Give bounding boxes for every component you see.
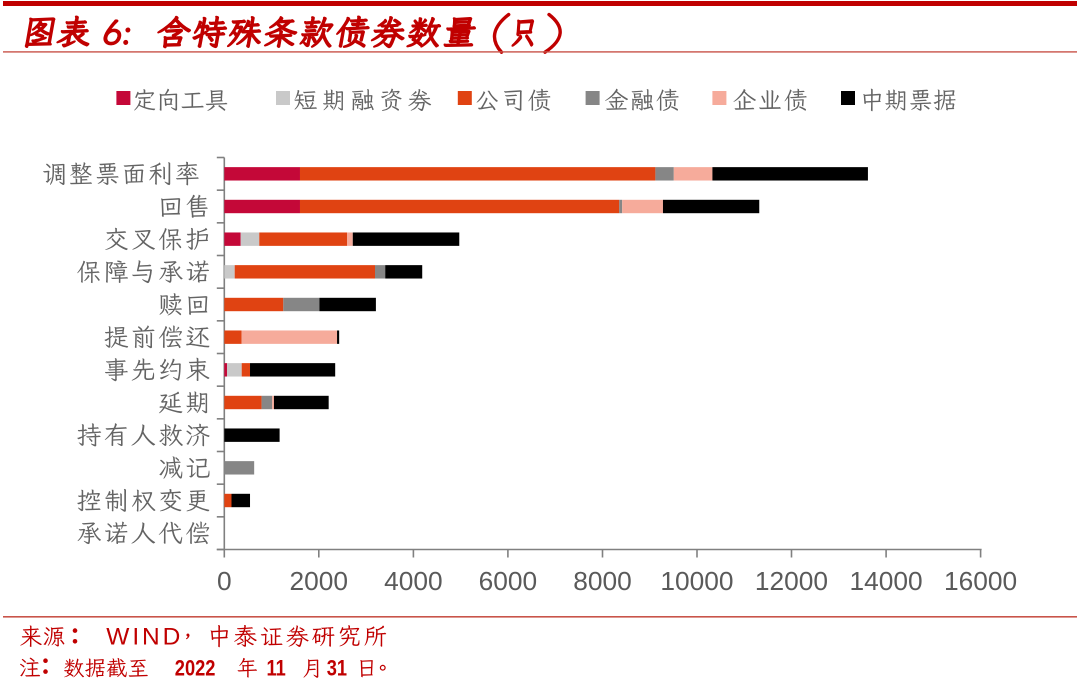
- svg-text:0: 0: [217, 566, 232, 596]
- svg-text:10000: 10000: [660, 566, 733, 596]
- svg-text:16000: 16000: [944, 566, 1017, 596]
- svg-text:4000: 4000: [384, 566, 443, 596]
- svg-text:8000: 8000: [573, 566, 632, 596]
- svg-text:14000: 14000: [850, 566, 923, 596]
- svg-text:WIND: WIND: [106, 624, 183, 651]
- svg-text:12000: 12000: [755, 566, 828, 596]
- svg-text:2000: 2000: [290, 566, 349, 596]
- svg-text:11: 11: [267, 657, 286, 681]
- svg-text:2022: 2022: [175, 657, 216, 681]
- svg-text:31: 31: [327, 657, 347, 681]
- svg-text:6000: 6000: [479, 566, 538, 596]
